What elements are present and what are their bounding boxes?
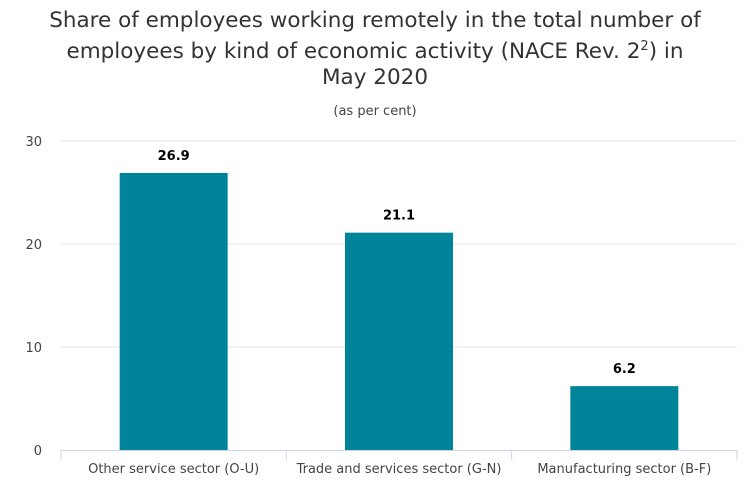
bar xyxy=(345,232,453,450)
data-label: 6.2 xyxy=(613,362,636,377)
chart-title-line-3: May 2020 xyxy=(322,65,428,91)
chart-title-line-2-end: ) in xyxy=(648,39,684,65)
x-category-label: Manufacturing sector (B-F) xyxy=(537,462,711,477)
chart-title: Share of employees working remotely in t… xyxy=(0,8,750,91)
chart-title-line-2: employees by kind of economic activity (… xyxy=(0,34,750,65)
chart-subtitle: (as per cent) xyxy=(333,104,417,119)
bar xyxy=(570,386,679,450)
y-tick-label: 10 xyxy=(25,341,42,356)
bar xyxy=(119,172,228,450)
y-tick-label: 0 xyxy=(34,444,42,459)
y-tick-label: 20 xyxy=(25,238,42,253)
x-category-label: Trade and services sector (G-N) xyxy=(296,462,502,477)
chart-title-superscript: 2 xyxy=(640,39,649,54)
data-label: 26.9 xyxy=(158,149,190,164)
chart-title-line-2-start: employees by kind of economic activity (… xyxy=(66,39,641,65)
data-label: 21.1 xyxy=(383,209,415,224)
chart-title-line-1: Share of employees working remotely in t… xyxy=(49,8,701,33)
x-category-label: Other service sector (O-U) xyxy=(88,462,259,477)
y-tick-label: 30 xyxy=(25,135,42,150)
